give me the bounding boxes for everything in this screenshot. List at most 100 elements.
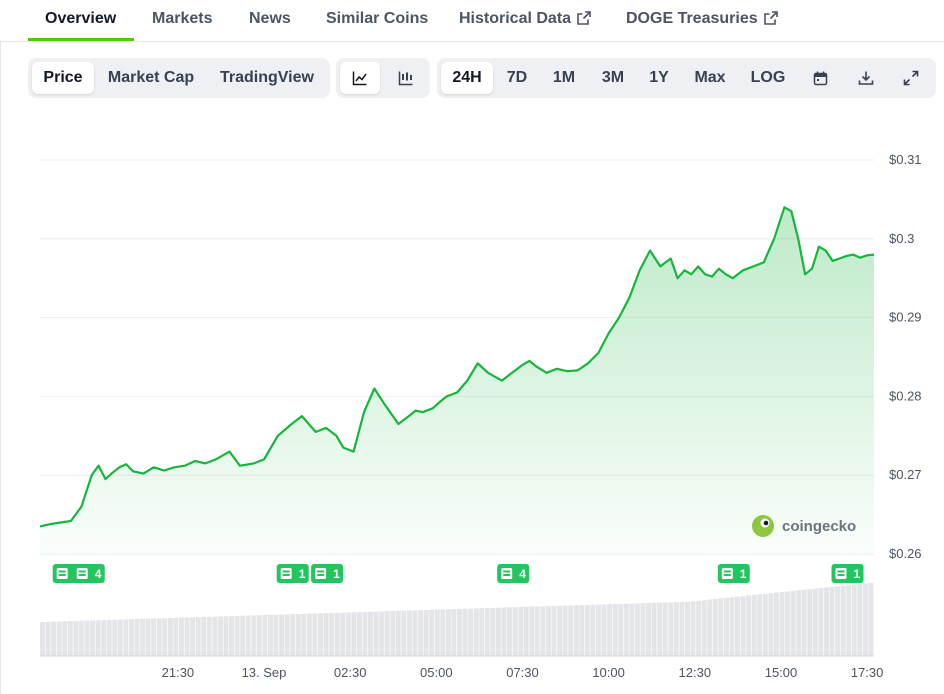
volume-bar bbox=[418, 610, 424, 656]
volume-bar bbox=[596, 604, 601, 656]
candlestick-chart-button[interactable] bbox=[386, 62, 426, 94]
newspaper-icon bbox=[56, 568, 68, 579]
tab-historical-data[interactable]: Historical Data bbox=[459, 10, 591, 28]
volume-bar bbox=[268, 614, 273, 656]
volume-bar bbox=[445, 609, 451, 656]
news-marker[interactable]: 4 bbox=[497, 564, 530, 583]
volume-bar bbox=[245, 615, 251, 656]
volume-bar bbox=[234, 615, 240, 656]
volume-bar bbox=[779, 592, 785, 656]
volume-bar bbox=[134, 619, 140, 656]
price-view-button[interactable]: Price bbox=[32, 62, 94, 94]
news-count: 4 bbox=[519, 567, 526, 581]
volume-bar bbox=[123, 619, 129, 656]
volume-bar bbox=[518, 607, 524, 656]
volume-bar bbox=[729, 597, 735, 656]
volume-bar bbox=[507, 607, 512, 656]
tab-similar-coins[interactable]: Similar Coins bbox=[326, 10, 429, 27]
news-marker[interactable]: 4 bbox=[52, 564, 105, 583]
tradingview-button[interactable]: TradingView bbox=[220, 69, 314, 86]
volume-bar bbox=[857, 584, 863, 656]
line-chart-button[interactable] bbox=[340, 62, 380, 94]
volume-bar bbox=[384, 611, 390, 656]
tab-doge-treasuries[interactable]: DOGE Treasuries bbox=[626, 10, 778, 28]
x-tick-label: 21:30 bbox=[162, 665, 195, 680]
volume-bar bbox=[362, 611, 368, 656]
volume-bar bbox=[67, 621, 73, 656]
range-1y-button[interactable]: 1Y bbox=[649, 69, 669, 86]
volume-bar bbox=[546, 606, 551, 656]
y-axis: $0.31 $0.3 $0.29 $0.28 $0.27 $0.26 bbox=[889, 152, 922, 561]
volume-bar bbox=[51, 621, 57, 656]
x-tick-label: 02:30 bbox=[334, 665, 367, 680]
candlestick-chart-icon bbox=[398, 71, 413, 86]
volume-bar bbox=[62, 621, 68, 656]
x-tick-label: 15:00 bbox=[765, 665, 798, 680]
volume-bar bbox=[818, 588, 824, 656]
volume-bar bbox=[368, 611, 373, 656]
volume-bar bbox=[323, 613, 329, 656]
tab-overview[interactable]: Overview bbox=[45, 10, 117, 27]
news-marker[interactable]: 1 bbox=[276, 564, 309, 583]
volume-bar bbox=[862, 583, 868, 656]
volume-bar bbox=[290, 614, 296, 656]
volume-bar bbox=[523, 606, 529, 656]
volume-bar bbox=[162, 618, 168, 656]
volume-bar bbox=[768, 593, 774, 656]
news-marker[interactable]: 1 bbox=[831, 564, 864, 583]
tab-markets[interactable]: Markets bbox=[152, 10, 213, 27]
volume-bar bbox=[746, 595, 752, 656]
range-7d-button[interactable]: 7D bbox=[506, 69, 528, 86]
volume-bar bbox=[573, 605, 579, 656]
volume-bar bbox=[251, 615, 257, 656]
volume-bar bbox=[540, 606, 546, 656]
volume-bar bbox=[529, 606, 535, 656]
fullscreen-button[interactable] bbox=[894, 62, 928, 94]
volume-bar bbox=[340, 612, 346, 656]
volume-bar bbox=[106, 619, 112, 656]
volume-bar bbox=[140, 618, 146, 656]
volume-bar bbox=[657, 602, 663, 656]
volume-bar bbox=[301, 613, 307, 656]
y-tick-label: $0.28 bbox=[889, 388, 922, 403]
volume-bar bbox=[401, 610, 407, 656]
volume-bar bbox=[551, 605, 557, 656]
range-24h-button[interactable]: 24H bbox=[441, 62, 493, 94]
volume-bar bbox=[662, 602, 668, 656]
volume-bar bbox=[646, 603, 651, 656]
news-marker[interactable]: 1 bbox=[717, 564, 750, 583]
volume-bar bbox=[495, 607, 501, 656]
volume-bar bbox=[412, 610, 418, 656]
news-marker[interactable]: 1 bbox=[311, 564, 344, 583]
volume-bar bbox=[685, 601, 690, 656]
volume-bar bbox=[479, 608, 485, 656]
volume-bar bbox=[651, 602, 657, 656]
volume-bar bbox=[668, 602, 674, 656]
news-count: 1 bbox=[740, 567, 747, 581]
volume-bar bbox=[373, 611, 379, 656]
newspaper-icon bbox=[835, 568, 847, 579]
volume-bar bbox=[217, 616, 223, 656]
date-range-button[interactable] bbox=[803, 62, 837, 94]
volume-bar bbox=[434, 609, 440, 656]
download-button[interactable] bbox=[849, 62, 883, 94]
market-cap-view-button[interactable]: Market Cap bbox=[107, 69, 195, 86]
range-3m-button[interactable]: 3M bbox=[601, 69, 625, 86]
time-range-selector: 24H 7D 1M 3M 1Y Max LOG bbox=[437, 58, 936, 98]
price-chart[interactable]: $0.31 $0.3 $0.29 $0.28 $0.27 $0.26 4 1 1 4 1 1 21:… bbox=[0, 110, 944, 694]
volume-bar bbox=[351, 612, 357, 656]
tab-news[interactable]: News bbox=[249, 10, 291, 27]
x-tick-label: 05:00 bbox=[420, 665, 453, 680]
log-scale-button[interactable]: LOG bbox=[750, 69, 786, 86]
volume-bar bbox=[757, 594, 763, 656]
range-max-button[interactable]: Max bbox=[694, 69, 726, 86]
volume-bar bbox=[840, 585, 846, 656]
x-tick-label: 13. Sep bbox=[242, 665, 287, 680]
tab-historical-data-label: Historical Data bbox=[459, 10, 572, 27]
coin-page-tabs: Overview Markets News Similar Coins Hist… bbox=[0, 0, 944, 42]
range-1m-button[interactable]: 1M bbox=[552, 69, 576, 86]
volume-bar bbox=[490, 607, 496, 656]
volume-bar bbox=[590, 604, 596, 656]
volume-bar bbox=[673, 602, 679, 656]
volume-bar bbox=[240, 615, 246, 656]
